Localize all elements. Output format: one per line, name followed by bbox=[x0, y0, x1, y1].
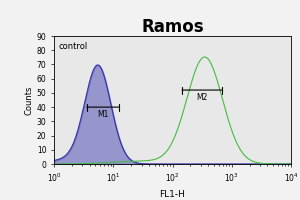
Text: control: control bbox=[59, 42, 88, 51]
Title: Ramos: Ramos bbox=[141, 18, 204, 36]
X-axis label: FL1-H: FL1-H bbox=[160, 190, 185, 199]
Text: M1: M1 bbox=[97, 110, 109, 119]
Text: M2: M2 bbox=[196, 93, 208, 102]
Y-axis label: Counts: Counts bbox=[25, 85, 34, 115]
